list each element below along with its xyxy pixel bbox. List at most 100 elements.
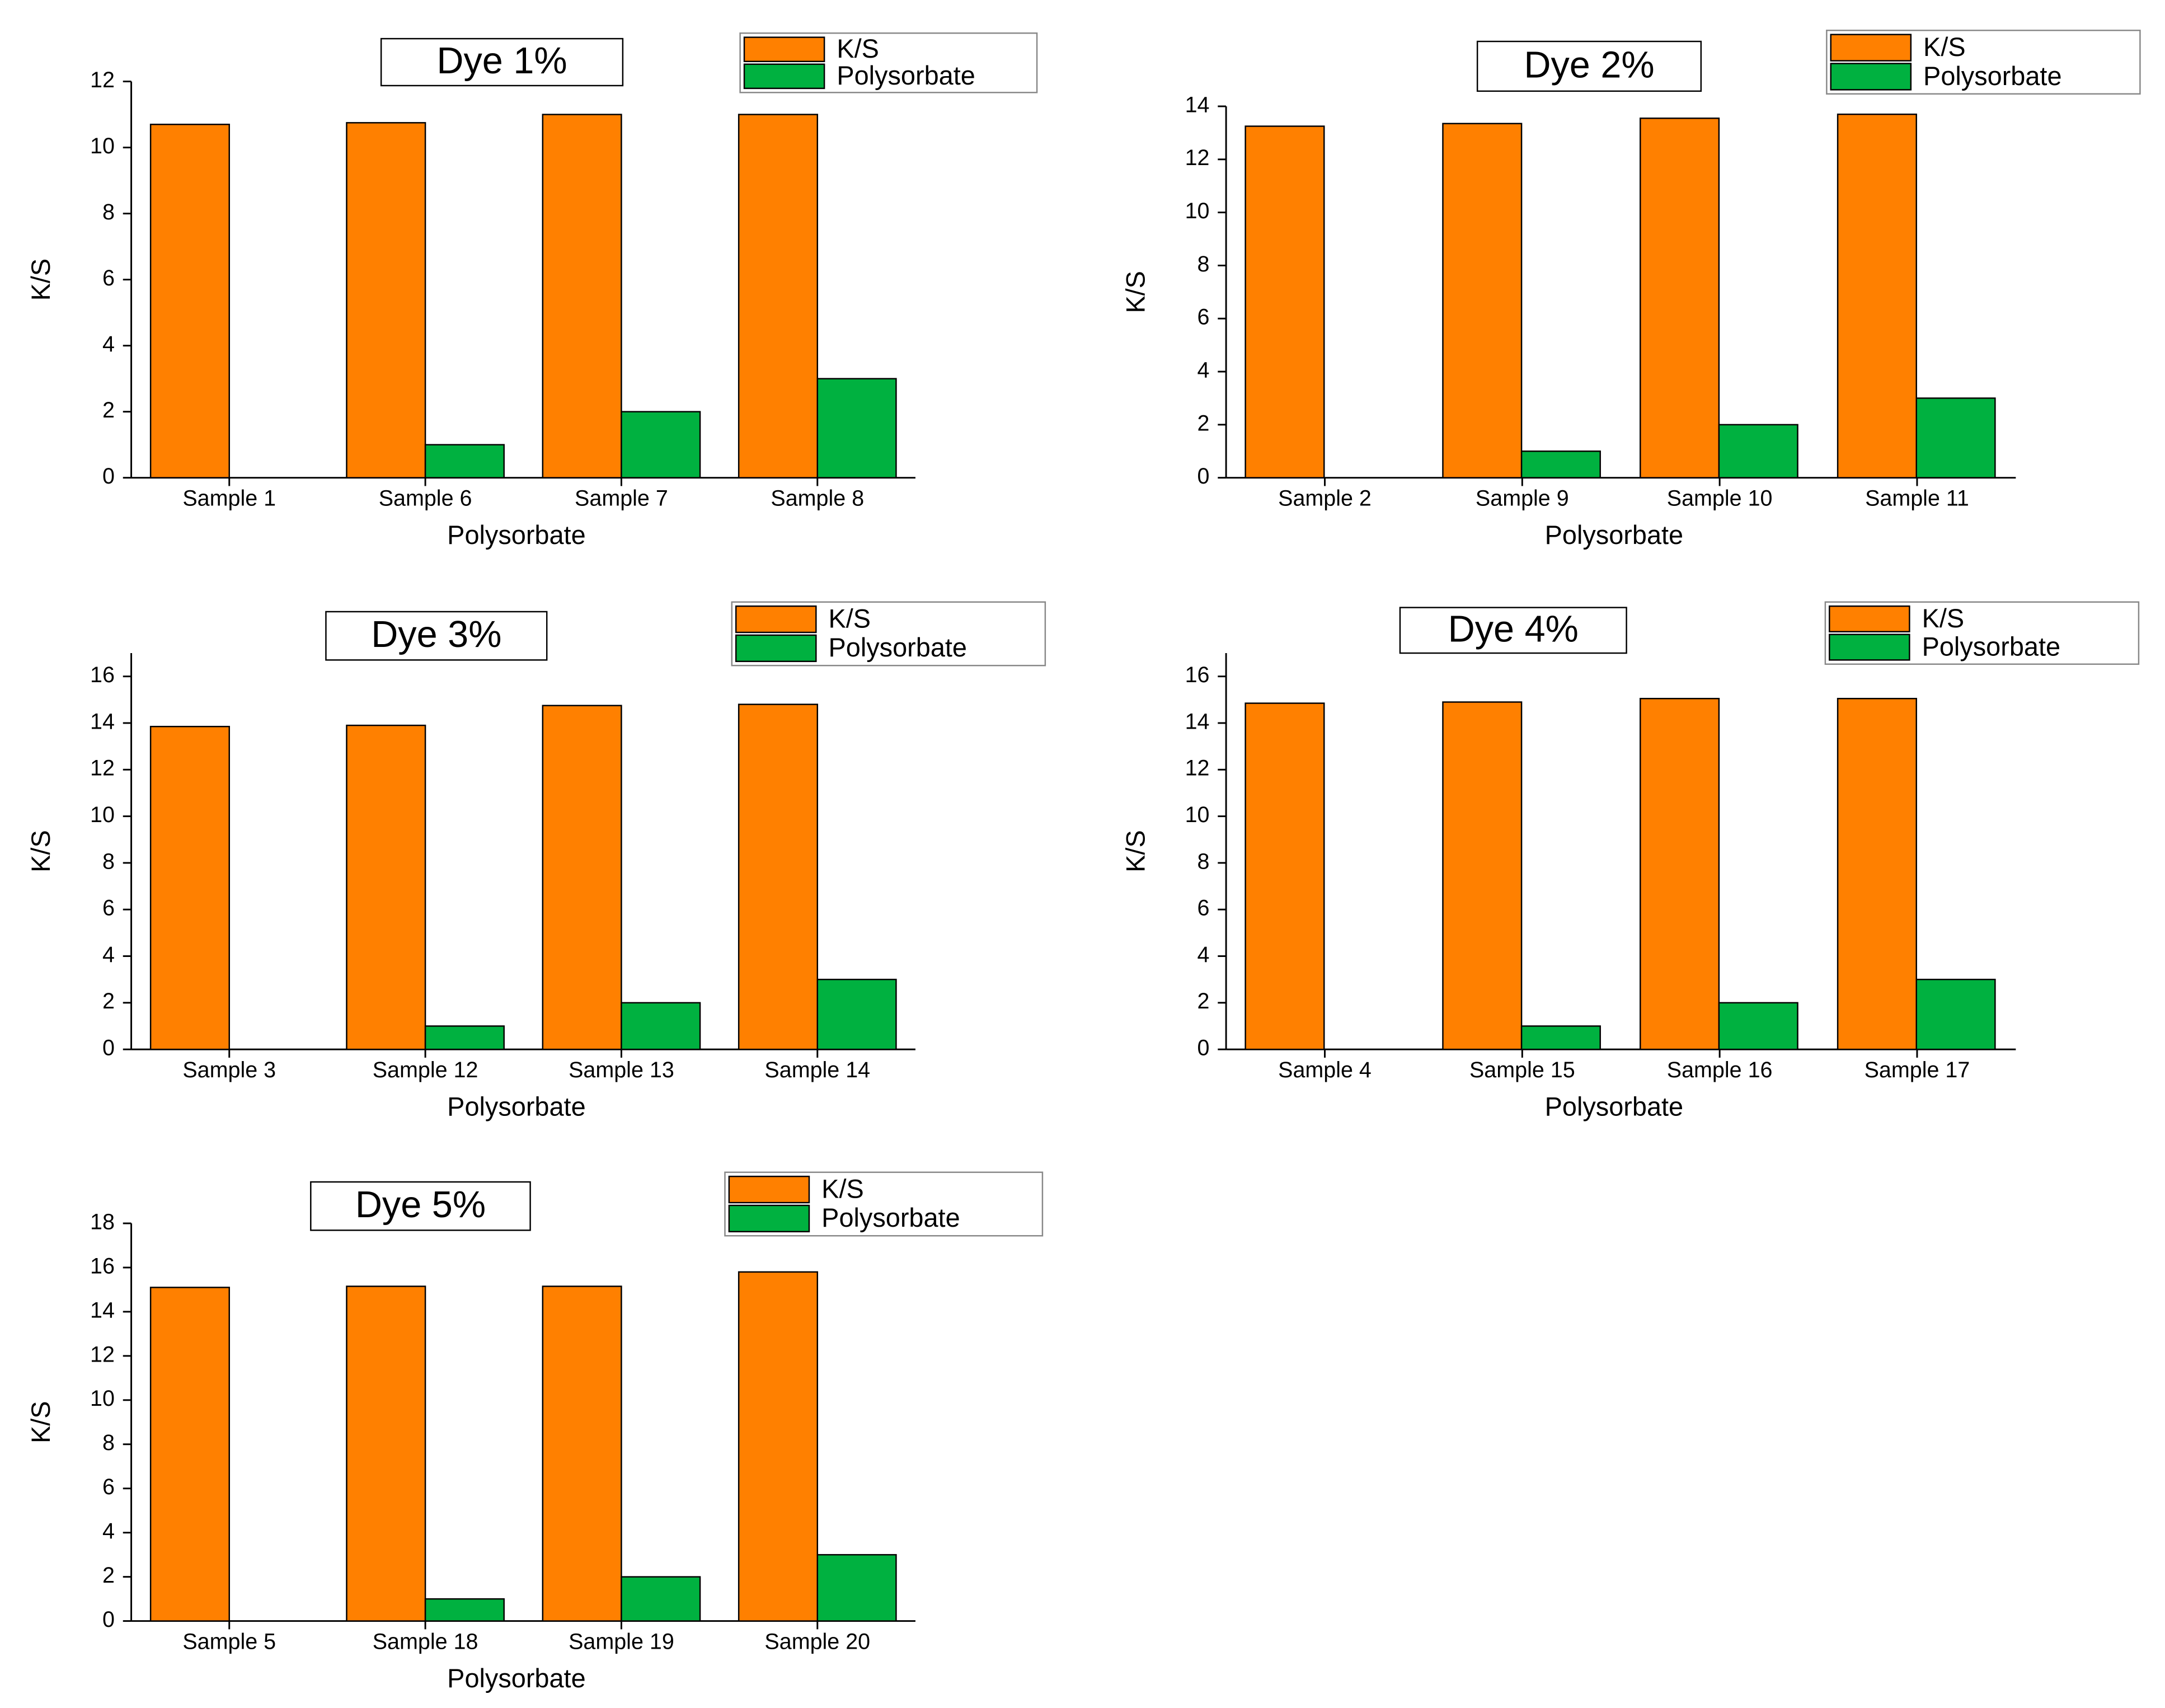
y-tick-label: 6 — [102, 896, 115, 921]
legend-label: K/S — [1923, 32, 1966, 62]
chart-title: Dye 4% — [1448, 608, 1579, 650]
y-tick-label: 10 — [90, 134, 115, 158]
bar — [621, 411, 701, 478]
bar — [1837, 698, 1917, 1050]
x-tick-label: Sample 8 — [771, 486, 864, 511]
legend-label: K/S — [821, 1174, 864, 1203]
x-tick-label: Sample 11 — [1865, 486, 1969, 511]
y-tick-label: 10 — [90, 803, 115, 827]
x-tick-label: Sample 9 — [1476, 486, 1569, 511]
x-tick-label: Sample 7 — [575, 486, 668, 511]
bar — [1915, 397, 1996, 478]
y-tick-label: 14 — [1185, 709, 1210, 734]
x-tick-label: Sample 16 — [1667, 1058, 1773, 1082]
chart-panel: 0 2 4 6 8 10 12 14 16 18 Sample 5 Sample 18 Sample 1… — [26, 1171, 1044, 1693]
y-tick-label: 16 — [90, 1254, 115, 1278]
y-tick-label: 4 — [1197, 942, 1210, 967]
y-tick-label: 16 — [90, 663, 115, 687]
x-axis-label: Polysorbate — [447, 520, 585, 550]
y-tick-label: 0 — [102, 1607, 115, 1632]
title-box — [380, 37, 624, 87]
title-box — [325, 611, 548, 661]
y-tick-label: 12 — [90, 1342, 115, 1367]
y-tick-label: 0 — [1197, 464, 1210, 489]
bar — [424, 1598, 505, 1622]
x-tick-label: Sample 12 — [373, 1058, 478, 1082]
bar — [346, 122, 426, 478]
x-tick-label: Sample 17 — [1865, 1058, 1970, 1082]
bar — [1718, 1002, 1798, 1050]
bar — [149, 1287, 230, 1622]
x-axis-label: Polysorbate — [1545, 520, 1683, 550]
x-tick-label: Sample 3 — [182, 1058, 276, 1082]
y-tick-label: 6 — [102, 1475, 115, 1499]
y-tick-label: 10 — [90, 1386, 115, 1411]
legend-swatch — [728, 1175, 810, 1204]
x-axis-label: Polysorbate — [447, 1092, 585, 1122]
y-tick-label: 4 — [1197, 358, 1210, 382]
bar — [424, 1025, 505, 1050]
legend-swatch — [1829, 605, 1910, 633]
x-tick-label: Sample 10 — [1667, 486, 1773, 511]
bar — [1520, 451, 1601, 478]
bar — [1640, 698, 1720, 1050]
bar — [424, 444, 505, 478]
y-tick-label: 8 — [102, 849, 115, 874]
x-axis-label: Polysorbate — [1545, 1092, 1683, 1122]
bar — [816, 378, 897, 478]
y-tick-label: 2 — [102, 989, 115, 1013]
chart-title: Dye 1% — [436, 40, 567, 82]
legend-label: K/S — [837, 34, 879, 63]
bar — [1244, 125, 1325, 478]
y-tick-label: 2 — [1197, 411, 1210, 435]
y-axis-label: K/S — [26, 1401, 55, 1444]
legend-swatch — [743, 63, 825, 90]
y-tick-label: 14 — [90, 1298, 115, 1322]
y-tick-label: 8 — [102, 1430, 115, 1455]
y-tick-label: 6 — [1197, 305, 1210, 330]
y-tick-label: 4 — [102, 332, 115, 356]
bar — [1520, 1025, 1601, 1050]
chart-panel: 0 2 4 6 8 10 12 Sample 1 Sample 6 Sample 7 Sample … — [26, 32, 1038, 550]
x-tick-label: Sample 5 — [182, 1629, 276, 1654]
y-tick-label: 12 — [1185, 756, 1210, 781]
legend-label: Polysorbate — [1923, 62, 2061, 91]
legend-swatch — [1830, 63, 1912, 91]
bar — [1640, 118, 1720, 478]
title-box — [310, 1181, 531, 1231]
y-axis-label: K/S — [26, 259, 55, 301]
y-tick-label: 10 — [1185, 803, 1210, 827]
chart-panel: 0 2 4 6 8 10 12 14 16 Sample 3 Sample 12 Sample 13 S… — [26, 601, 1046, 1122]
y-tick-label: 12 — [1185, 146, 1210, 170]
bar — [542, 1285, 622, 1622]
y-tick-label: 4 — [102, 1519, 115, 1543]
legend-swatch — [728, 1204, 810, 1233]
legend-swatch — [1829, 634, 1910, 661]
chart-title: Dye 5% — [355, 1184, 486, 1226]
y-tick-label: 12 — [90, 68, 115, 92]
bar — [1442, 123, 1523, 478]
bar — [621, 1002, 701, 1050]
legend-label: Polysorbate — [837, 61, 975, 90]
y-tick-label: 0 — [1197, 1036, 1210, 1061]
bar — [542, 705, 622, 1050]
x-tick-label: Sample 4 — [1278, 1058, 1372, 1082]
x-tick-label: Sample 18 — [373, 1629, 478, 1654]
y-tick-label: 18 — [90, 1209, 115, 1234]
chart-title: Dye 2% — [1524, 44, 1654, 86]
legend-label: K/S — [1922, 604, 1965, 633]
y-tick-label: 8 — [1197, 252, 1210, 276]
bar — [621, 1576, 701, 1622]
legend-swatch — [743, 36, 825, 63]
y-tick-label: 8 — [102, 200, 115, 224]
bar — [149, 725, 230, 1050]
chart-panel: 0 2 4 6 8 10 12 14 Sample 2 Sample 9 Sample 10 Samp… — [1121, 30, 2141, 550]
chart-panel: 0 2 4 6 8 10 12 14 16 Sample 4 Sample 15 Sample 16 S… — [1121, 601, 2140, 1122]
bar — [816, 1554, 897, 1622]
bar — [1442, 701, 1523, 1050]
bar — [149, 124, 230, 478]
x-tick-label: Sample 20 — [764, 1629, 870, 1654]
y-axis-label: K/S — [26, 830, 55, 872]
y-tick-label: 0 — [102, 1036, 115, 1061]
y-tick-label: 2 — [102, 1563, 115, 1588]
